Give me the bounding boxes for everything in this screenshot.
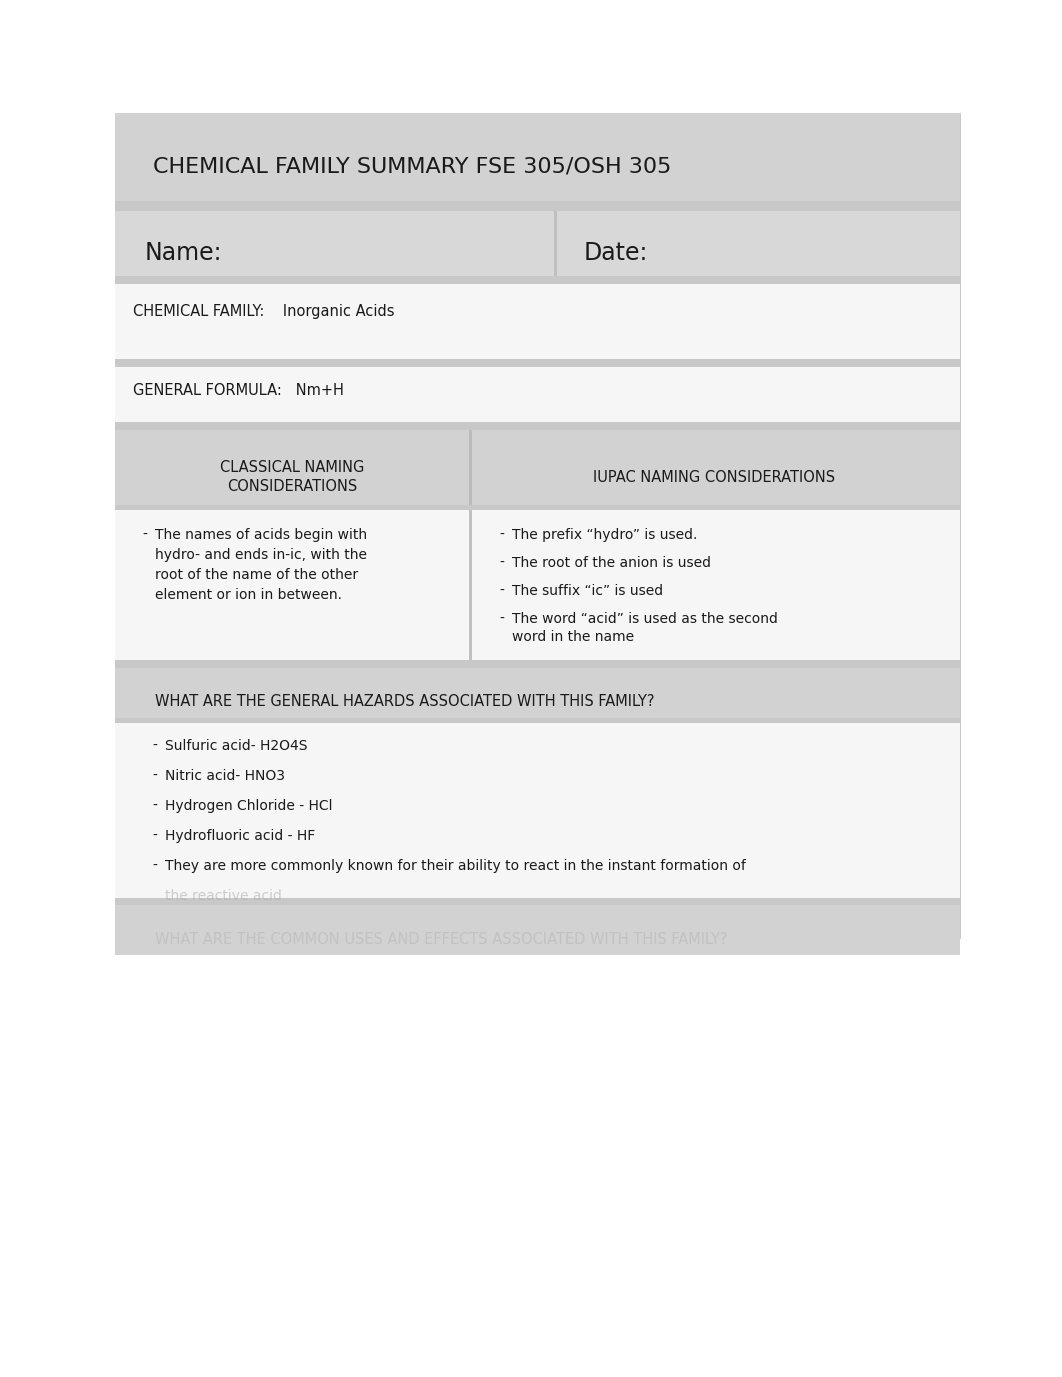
- Bar: [115, 505, 960, 509]
- Text: Name:: Name:: [145, 241, 223, 264]
- Bar: [115, 430, 960, 505]
- Bar: [115, 723, 960, 898]
- Text: -: -: [499, 556, 503, 570]
- Text: CHEMICAL FAMILY:    Inorganic Acids: CHEMICAL FAMILY: Inorganic Acids: [133, 304, 394, 319]
- Bar: [115, 275, 960, 284]
- Text: Nitric acid- HNO3: Nitric acid- HNO3: [165, 768, 285, 784]
- Text: -: -: [152, 859, 157, 873]
- Text: -: -: [152, 768, 157, 784]
- Text: -: -: [499, 611, 503, 627]
- Text: CLASSICAL NAMING
CONSIDERATIONS: CLASSICAL NAMING CONSIDERATIONS: [220, 460, 364, 494]
- Text: Date:: Date:: [584, 241, 649, 264]
- Text: IUPAC NAMING CONSIDERATIONS: IUPAC NAMING CONSIDERATIONS: [593, 470, 835, 485]
- Text: They are more commonly known for their ability to react in the instant formation: They are more commonly known for their a…: [165, 859, 746, 873]
- Text: WHAT ARE THE COMMON USES AND EFFECTS ASSOCIATED WITH THIS FAMILY?: WHAT ARE THE COMMON USES AND EFFECTS ASS…: [155, 931, 727, 946]
- Bar: [115, 905, 960, 956]
- Bar: [115, 509, 960, 660]
- Text: -: -: [152, 799, 157, 812]
- Bar: [115, 368, 960, 421]
- Bar: [115, 113, 960, 938]
- Bar: [554, 211, 556, 275]
- Text: Hydrogen Chloride - HCl: Hydrogen Chloride - HCl: [165, 799, 332, 812]
- Bar: [115, 359, 960, 368]
- Bar: [115, 211, 960, 275]
- Bar: [469, 509, 472, 660]
- Text: The root of the anion is used: The root of the anion is used: [512, 556, 710, 570]
- Bar: [115, 898, 960, 905]
- Text: GENERAL FORMULA:   Nm+H: GENERAL FORMULA: Nm+H: [133, 383, 344, 398]
- Text: WHAT ARE THE GENERAL HAZARDS ASSOCIATED WITH THIS FAMILY?: WHAT ARE THE GENERAL HAZARDS ASSOCIATED …: [155, 694, 654, 709]
- Text: The names of acids begin with
hydro- and ends in-ic, with the
root of the name o: The names of acids begin with hydro- and…: [155, 527, 367, 602]
- Bar: [115, 284, 960, 359]
- Text: -: -: [152, 739, 157, 753]
- Text: Hydrofluoric acid - HF: Hydrofluoric acid - HF: [165, 829, 315, 843]
- Text: -: -: [152, 829, 157, 843]
- Text: The word “acid” is used as the second
word in the name: The word “acid” is used as the second wo…: [512, 611, 777, 644]
- Bar: [115, 717, 960, 723]
- Text: -: -: [499, 584, 503, 598]
- Bar: [115, 668, 960, 717]
- Text: -: -: [499, 527, 503, 543]
- Text: The prefix “hydro” is used.: The prefix “hydro” is used.: [512, 527, 698, 543]
- Text: The suffix “ic” is used: The suffix “ic” is used: [512, 584, 663, 598]
- Text: -: -: [142, 527, 147, 543]
- Text: the reactive acid: the reactive acid: [165, 890, 281, 903]
- Bar: [115, 201, 960, 211]
- Bar: [115, 421, 960, 430]
- Bar: [115, 660, 960, 668]
- Text: CHEMICAL FAMILY SUMMARY FSE 305/OSH 305: CHEMICAL FAMILY SUMMARY FSE 305/OSH 305: [153, 157, 671, 178]
- Bar: [469, 430, 472, 505]
- Text: Sulfuric acid- H2O4S: Sulfuric acid- H2O4S: [165, 739, 308, 753]
- Bar: [115, 113, 960, 201]
